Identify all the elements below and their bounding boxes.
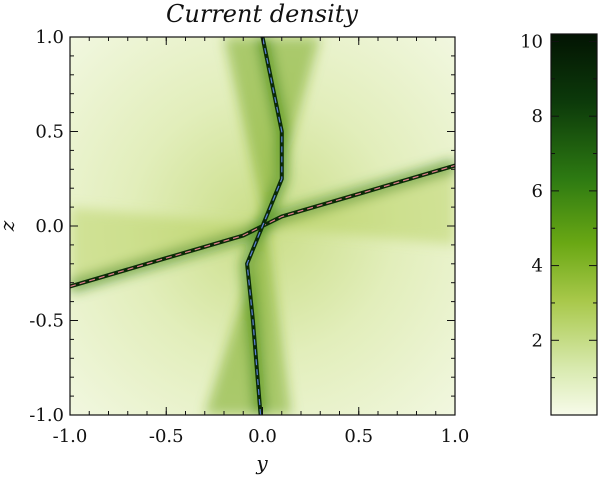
x-axis-label: y <box>255 451 268 475</box>
x-tick-label: 0.0 <box>248 426 277 447</box>
y-tick-label: 0.0 <box>35 216 64 237</box>
y-tick-label: -0.5 <box>29 311 64 332</box>
upper-lobe <box>224 37 321 226</box>
y-axis-label: z <box>0 220 19 232</box>
colorbar <box>551 34 597 415</box>
x-axis: -1.0 -0.5 0.0 0.5 1.0 <box>53 37 470 447</box>
colorbar-axis: 2 4 6 8 10 <box>520 31 597 379</box>
colorbar-tick-label: 8 <box>532 106 543 127</box>
y-tick-label: -1.0 <box>29 405 64 426</box>
y-axis: -1.0 -0.5 0.0 0.5 1.0 <box>29 27 455 426</box>
x-tick-label: 1.0 <box>441 426 470 447</box>
colorbar-tick-label: 10 <box>520 31 543 52</box>
current-sheet-layer <box>70 37 455 415</box>
chart-title: Current density <box>166 0 358 28</box>
y-tick-label: 1.0 <box>35 27 64 48</box>
x-tick-label: -0.5 <box>149 426 184 447</box>
x-tick-label: 0.5 <box>344 426 373 447</box>
colorbar-tick-label: 4 <box>532 256 543 277</box>
colorbar-tick-label: 6 <box>532 181 543 202</box>
y-tick-label: 0.5 <box>35 122 64 143</box>
colorbar-tick-label: 2 <box>532 330 543 351</box>
x-tick-label: -1.0 <box>53 426 88 447</box>
separatrix-line <box>246 37 283 415</box>
colorbar-frame <box>550 33 598 416</box>
heatmap-plot-area <box>70 37 455 415</box>
